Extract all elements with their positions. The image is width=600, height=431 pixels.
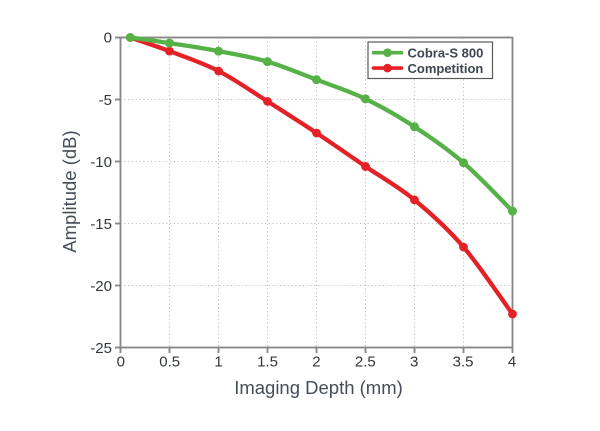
svg-text:-20: -20 [90, 278, 112, 295]
svg-text:1.5: 1.5 [257, 354, 278, 371]
svg-text:1: 1 [214, 354, 222, 371]
svg-text:Competition: Competition [408, 61, 484, 76]
svg-text:3.5: 3.5 [453, 354, 474, 371]
svg-text:Amplitude (dB): Amplitude (dB) [59, 130, 80, 252]
svg-text:Cobra-S 800: Cobra-S 800 [408, 46, 484, 61]
svg-text:-15: -15 [90, 216, 112, 233]
svg-text:2.5: 2.5 [355, 354, 376, 371]
svg-text:Imaging Depth (mm): Imaging Depth (mm) [234, 377, 403, 398]
svg-text:-25: -25 [90, 340, 112, 357]
svg-text:0.5: 0.5 [159, 354, 180, 371]
svg-text:3: 3 [410, 354, 418, 371]
svg-text:-5: -5 [99, 92, 112, 109]
svg-text:0: 0 [104, 30, 112, 47]
svg-text:0: 0 [117, 354, 125, 371]
svg-text:4: 4 [508, 354, 516, 371]
svg-text:2: 2 [312, 354, 320, 371]
svg-text:-10: -10 [90, 154, 112, 171]
